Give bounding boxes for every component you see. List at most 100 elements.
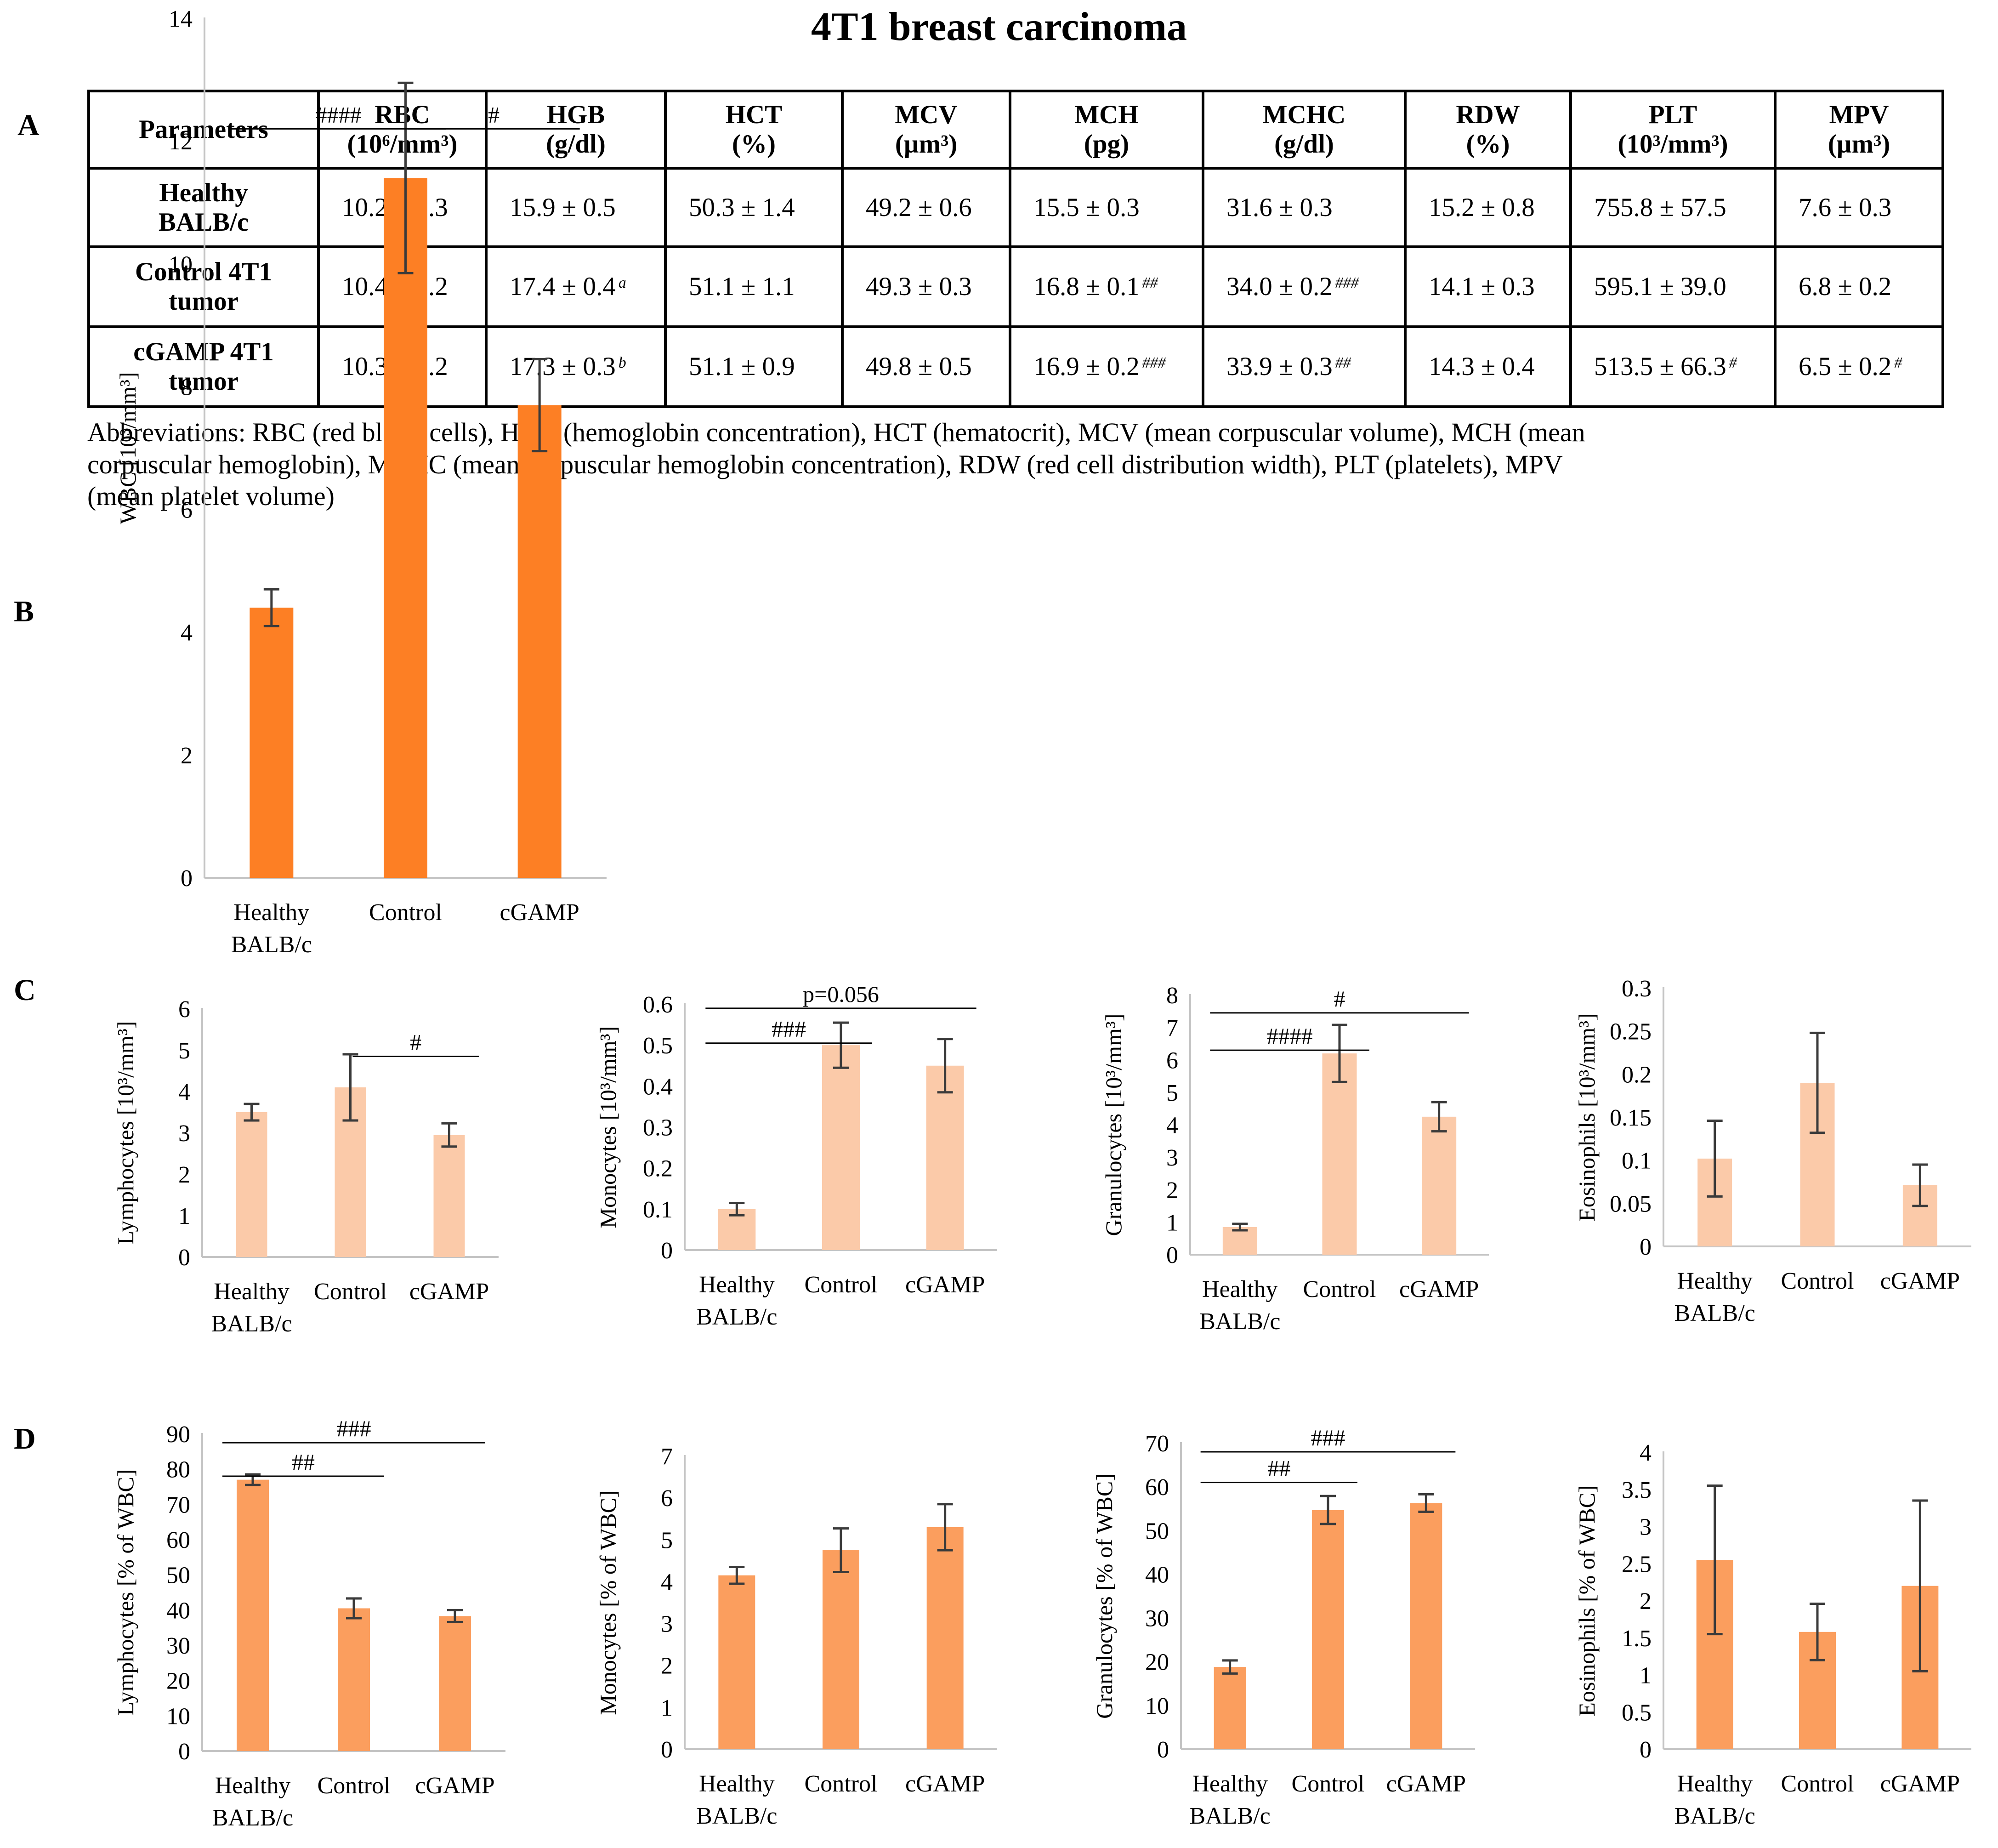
table-cell: 15.9 ± 0.5 [485,167,667,248]
bar [250,608,294,878]
y-tick-label: 6 [661,1485,673,1512]
y-tick-label: 2 [1640,1588,1652,1615]
x-tick-label: Healthy [1192,1771,1268,1797]
y-tick-label: 8 [181,374,193,400]
x-tick-label: BALB/c [696,1304,777,1330]
table-cell: 15.2 ± 0.8 [1404,167,1572,248]
y-tick-label: 2 [661,1653,673,1679]
significance-label: #### [1267,1023,1313,1049]
x-tick-label: Healthy [1677,1268,1753,1294]
x-tick-label: BALB/c [1190,1803,1271,1829]
y-tick-label: 0.5 [643,1033,673,1059]
table-cell: 16.9 ± 0.2 ### [1009,325,1204,408]
table-cell: 49.2 ± 0.6 [841,167,1011,248]
x-tick-label: BALB/c [696,1803,777,1829]
chart-lymphocytes-percent: 0 10 20 30 40 50 60 70 80 90 Lymphocytes [% of WBC… [113,1416,505,1831]
y-axis-label: Monocytes [% of WBC] [595,1490,621,1715]
y-axis-label: Eosinophils [% of WBC] [1574,1485,1600,1716]
y-tick-label: 0.1 [643,1197,673,1223]
x-tick-label: cGAMP [1880,1268,1960,1294]
y-tick-label: 0.05 [1610,1191,1652,1217]
y-tick-label: 4 [1640,1440,1652,1466]
bar [823,1550,859,1749]
table-cell: 6.8 ± 0.2 [1774,245,1944,328]
y-axis-label: Eosinophils [10³/mm³] [1574,1013,1600,1222]
bar [926,1065,964,1250]
y-axis-label: WBC [10³/mm³] [115,372,141,524]
table-cell: 51.1 ± 1.1 [664,245,844,328]
y-tick-label: 0.2 [1622,1062,1652,1088]
y-tick-label: 0.2 [643,1156,673,1182]
x-tick-label: cGAMP [1399,1276,1479,1302]
table-row: Control 4T1tumor 10.4 ± 0.2 17.4 ± 0.4a … [87,245,1944,328]
y-tick-label: 70 [1145,1431,1169,1457]
y-tick-label: 2 [181,743,193,769]
significance-label: p=0.056 [803,981,879,1007]
col-header-hgb: HGB (g/dl) [485,90,667,170]
chart-eosinophils-percent: 0 0.5 1 1.5 2 2.5 3 3.5 4 Eosinophils [% of WBC] H… [1574,1440,1971,1829]
table-cell: 595.1 ± 39.0 [1569,245,1777,328]
y-tick-label: 20 [166,1668,190,1694]
chart-monocytes-percent: 0 1 2 3 4 5 6 7 Monocytes [% of WBC] Healthy BALB/… [595,1444,997,1829]
x-tick-label: BALB/c [1674,1803,1755,1829]
y-tick-label: 4 [1166,1113,1178,1139]
table-cell: 7.6 ± 0.3 [1774,167,1944,248]
bar [1410,1503,1442,1749]
y-tick-label: 0 [1640,1234,1652,1260]
x-tick-label: Control [1781,1268,1854,1294]
table-cell: 50.3 ± 1.4 [664,167,844,248]
table-cell: 15.5 ± 0.3 [1009,167,1204,248]
x-tick-label: BALB/c [231,932,312,958]
y-tick-label: 10 [1145,1693,1169,1719]
significance-label: # [1334,986,1345,1012]
x-tick-label: Healthy [215,1773,291,1799]
y-tick-label: 1 [1640,1663,1652,1689]
bar [237,1479,269,1751]
bar [384,178,427,878]
y-tick-label: 0.5 [1622,1700,1652,1726]
col-header-mchc: MCHC (g/dl) [1202,90,1407,170]
y-tick-label: 5 [1166,1080,1178,1106]
table-cell: 34.0 ± 0.2 ### [1202,245,1407,328]
chart-lymphocytes-count: 0 1 2 3 4 5 6 Lymphocytes [10³/mm³] Healthy BALB/… [113,996,499,1337]
y-tick-label: 6 [1166,1047,1178,1074]
y-tick-label: 1 [1166,1210,1178,1236]
table-cell: 513.5 ± 66.3 # [1569,325,1777,408]
y-tick-label: 1 [178,1203,190,1229]
table-header-row: Parameters RBC (10⁶/mm³) HGB (g/dl) HCT (%)… [87,90,1944,170]
y-tick-label: 2 [178,1162,190,1188]
x-tick-label: Healthy [1202,1276,1278,1302]
bar [1422,1116,1457,1255]
y-tick-label: 80 [166,1457,190,1483]
y-tick-label: 0 [181,865,193,892]
panel-label-d: D [14,1422,36,1456]
y-tick-label: 70 [166,1492,190,1518]
bar [1222,1227,1257,1255]
y-tick-label: 3 [661,1611,673,1638]
y-tick-label: 7 [1166,1015,1178,1041]
y-tick-label: 40 [166,1598,190,1624]
y-axis-label: Granulocytes [10³/mm³] [1101,1013,1126,1236]
table-cell: 49.3 ± 0.3 [841,245,1011,328]
y-tick-label: 7 [661,1444,673,1470]
x-tick-label: Control [1292,1771,1365,1797]
y-tick-label: 0 [178,1245,190,1271]
chart-granulocytes-count: 0 1 2 3 4 5 6 7 8 Granulocytes [10³/mm³] Healthy BA… [1101,983,1489,1335]
x-tick-label: Healthy [699,1771,775,1797]
bar [1322,1053,1357,1255]
y-tick-label: 3 [1640,1514,1652,1541]
y-tick-label: 0 [661,1238,673,1264]
abbreviations-line: (mean platelet volume) [87,481,335,512]
panel-label-c: C [14,973,36,1007]
bar [926,1527,964,1749]
x-tick-label: cGAMP [500,899,579,926]
table-cell: 49.8 ± 0.5 [841,325,1011,408]
y-tick-label: 50 [1145,1518,1169,1544]
chart-wbc: 0 2 4 6 8 10 12 14 WBC [10³/mm³] Healthy BALB/c Con… [115,6,607,958]
y-tick-label: 4 [661,1569,673,1595]
y-tick-label: 14 [169,6,193,32]
y-tick-label: 40 [1145,1562,1169,1588]
y-tick-label: 0.4 [643,1074,673,1100]
x-tick-label: Healthy [214,1279,289,1305]
y-tick-label: 0.15 [1610,1105,1652,1131]
